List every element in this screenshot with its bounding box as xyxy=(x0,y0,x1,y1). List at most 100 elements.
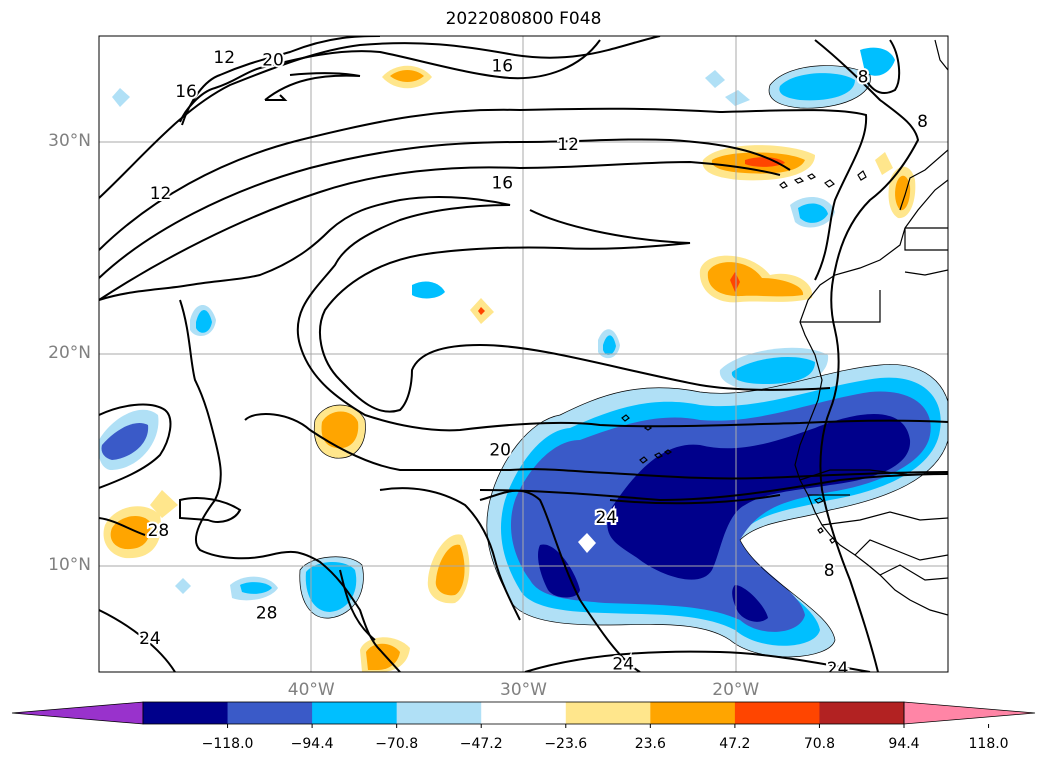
negative-blob-s-inner xyxy=(240,582,272,594)
positive-blob-mid-inner xyxy=(478,307,485,315)
colorbar-segment xyxy=(396,702,482,724)
colorbar xyxy=(11,701,1036,728)
positive-blob-e-core xyxy=(730,272,740,292)
colorbar-tick-label: −118.0 xyxy=(201,736,254,752)
contour-label: 24 xyxy=(139,629,161,649)
colorbar-segment xyxy=(143,702,229,724)
lon-tick-label: 40°W xyxy=(287,680,335,700)
negative-blob-mid xyxy=(412,281,445,299)
contour-20-loop xyxy=(99,196,948,432)
cape-verde-islands xyxy=(621,414,673,464)
colorbar-tick-label: 23.6 xyxy=(634,736,666,752)
colorbar-segment xyxy=(734,702,820,724)
contour-20-band xyxy=(99,160,781,301)
colorbar-under-extend xyxy=(11,701,144,725)
negative-blob-west-inner xyxy=(101,422,149,460)
contour-label: 24 xyxy=(612,655,634,675)
lon-tick-label: 30°W xyxy=(500,680,547,700)
negative-blob-e-inner xyxy=(731,357,815,384)
contour-label: 12 xyxy=(150,184,172,204)
positive-blob-coast-inner xyxy=(895,175,911,211)
negative-blob-nw-inner xyxy=(196,310,212,333)
negative-blob-ne2 xyxy=(860,47,895,76)
contour-12-north xyxy=(99,36,661,199)
contour-24 xyxy=(99,299,948,672)
contour-labels: 12 20 16 8 16 8 12 16 12 20 24 28 8 28 24 24 24 xyxy=(137,46,930,679)
contour-label: 28 xyxy=(256,604,278,624)
negative-blob-cape-inner xyxy=(798,203,828,223)
map-frame xyxy=(98,35,949,673)
contour-label: 20 xyxy=(262,50,284,70)
colorbar-segment xyxy=(481,702,567,724)
negative-anomaly-extreme xyxy=(607,414,911,580)
positive-blob-ne-core xyxy=(745,157,785,167)
contour-label: 8 xyxy=(917,112,928,132)
canary-islands xyxy=(779,170,867,189)
positive-blob-coast2 xyxy=(875,152,893,175)
negative-blob-tiny2 xyxy=(175,578,191,594)
colorbar-segment xyxy=(227,702,313,724)
colorbar-segment xyxy=(565,702,651,724)
white-hole xyxy=(578,533,596,553)
contour-8-coast xyxy=(814,39,920,672)
positive-blob-n-inner xyxy=(390,70,424,82)
colorbar-tick-label: 94.4 xyxy=(888,736,920,752)
negative-anomaly-extreme-b xyxy=(537,544,580,598)
negative-blob-ne-inner xyxy=(779,73,855,101)
colorbar-tick-label: −23.6 xyxy=(544,736,588,752)
negative-blob-tiny1 xyxy=(112,88,130,107)
contour-24-south xyxy=(99,609,871,672)
africa-coast xyxy=(794,179,948,616)
colorbar-tick-label: −94.4 xyxy=(290,736,334,752)
colorbar-segment xyxy=(819,702,905,724)
negative-blob-tiny4 xyxy=(725,90,750,106)
contour-label: 16 xyxy=(491,173,513,193)
contour-label: 24 xyxy=(595,508,617,528)
colorbar-tick-label: −70.8 xyxy=(375,736,419,752)
contour-24-east xyxy=(479,473,948,505)
contour-8-ne xyxy=(859,39,901,95)
colorbar-tick-label: 47.2 xyxy=(719,736,751,752)
contour-label: 16 xyxy=(175,82,197,102)
lon-tick-label: 20°W xyxy=(712,680,760,700)
contour-label: 24 xyxy=(827,659,849,679)
negative-blob-mid2-inner xyxy=(603,335,616,355)
coastlines xyxy=(621,39,948,616)
lat-tick-label: 30°N xyxy=(48,131,91,151)
graticule xyxy=(99,36,948,672)
lat-tick-label: 10°N xyxy=(48,555,91,575)
chart-title: 2022080800 F048 xyxy=(445,9,602,29)
colorbar-frame xyxy=(142,701,905,725)
colorbar-segment xyxy=(312,702,398,724)
colorbar-segment xyxy=(650,702,736,724)
contour-16-band xyxy=(99,138,791,279)
contour-label: 12 xyxy=(557,135,579,155)
contour-label: 16 xyxy=(491,57,513,77)
contour-label: 8 xyxy=(824,561,835,581)
positive-blob-w-inner xyxy=(321,411,359,449)
colorbar-tick-label: 70.8 xyxy=(803,736,836,752)
negative-blob-tiny3 xyxy=(705,70,725,88)
contour-20-north xyxy=(264,72,361,101)
negative-anomaly-extreme-c xyxy=(732,585,768,622)
lat-tick-label: 20°N xyxy=(48,343,91,363)
contour-label: 12 xyxy=(213,48,235,68)
contour-inner-loop xyxy=(319,209,831,413)
colorbar-over-extend xyxy=(903,701,1036,725)
contour-label: 20 xyxy=(489,440,511,460)
map-plot-area: 12 20 16 8 16 8 12 16 12 20 24 28 8 28 24 24 24 xyxy=(99,36,948,679)
contour-28 xyxy=(99,487,641,672)
colorbar-tick-label: 118.0 xyxy=(968,736,1009,752)
shading-outline-layer xyxy=(299,65,948,658)
contour-12-band xyxy=(99,107,868,281)
positive-blob-s-inner xyxy=(435,544,465,596)
colorbar-tick-label: −47.2 xyxy=(459,736,503,752)
country-border-2 xyxy=(799,469,948,581)
country-border-1 xyxy=(800,227,948,323)
positive-blob-sw2 xyxy=(150,490,178,518)
height-contours xyxy=(99,36,948,672)
positive-blob-e-inner xyxy=(707,262,804,297)
contour-label: 8 xyxy=(858,67,869,87)
iberia-west xyxy=(934,39,948,71)
